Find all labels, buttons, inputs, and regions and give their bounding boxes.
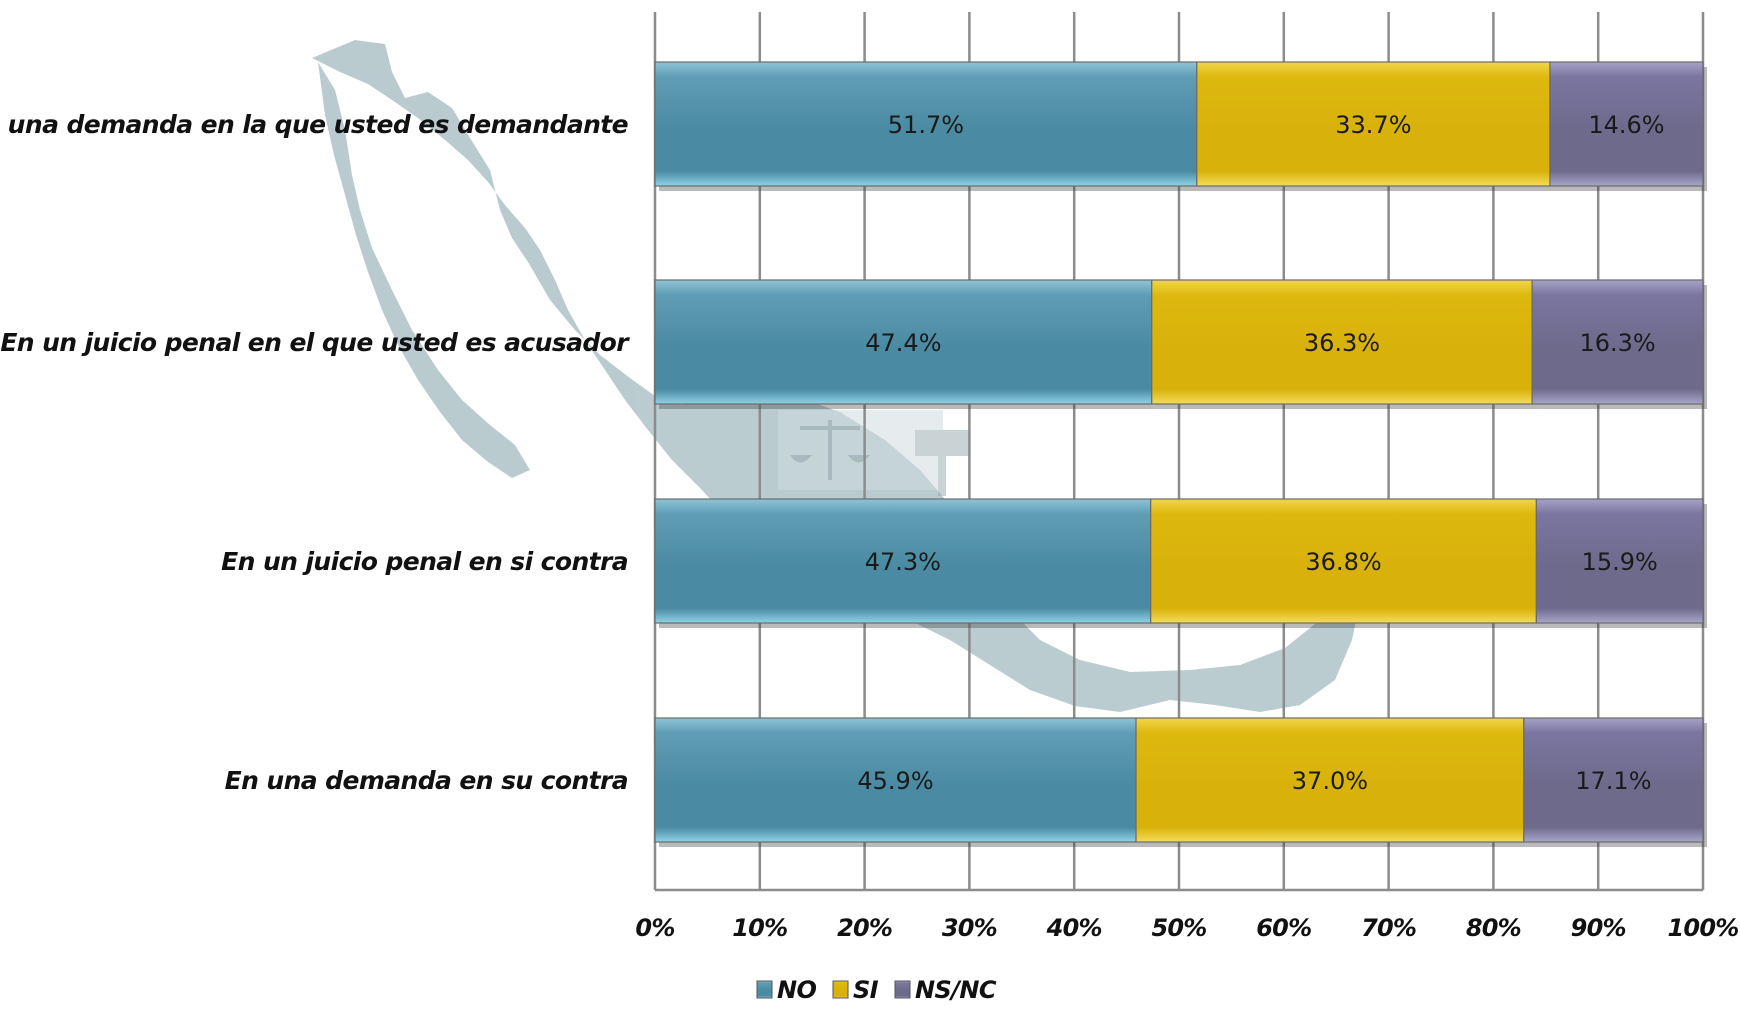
bar-si-3 bbox=[1135, 717, 1525, 843]
x-tick-label: 80% bbox=[1466, 914, 1521, 942]
bar-no-0 bbox=[654, 61, 1198, 187]
category-label: En una demanda en su contra bbox=[225, 766, 628, 795]
value-label: 14.6% bbox=[1588, 111, 1664, 139]
x-tick-label: 100% bbox=[1668, 914, 1739, 942]
legend-label: NS/NC bbox=[915, 976, 997, 1004]
legend-swatch-si bbox=[832, 980, 849, 999]
value-label: 47.4% bbox=[865, 329, 941, 357]
category-labels: En una demanda en la que usted es demand… bbox=[0, 110, 631, 795]
bar-nsnc-0 bbox=[1549, 61, 1704, 187]
bar-si-1 bbox=[1151, 279, 1533, 405]
x-tick-label: 0% bbox=[635, 914, 674, 942]
category-label: En un juicio penal en si contra bbox=[221, 547, 628, 576]
legend-swatch-nsnc bbox=[894, 980, 911, 999]
value-label: 17.1% bbox=[1575, 767, 1651, 795]
value-label: 45.9% bbox=[857, 767, 933, 795]
bar-si-0 bbox=[1196, 61, 1551, 187]
value-label: 37.0% bbox=[1292, 767, 1368, 795]
legend-label: NO bbox=[777, 976, 816, 1004]
x-tick-label: 40% bbox=[1046, 914, 1102, 942]
bar-no-2 bbox=[654, 498, 1152, 624]
x-tick-label: 90% bbox=[1571, 914, 1626, 942]
value-label: 36.8% bbox=[1305, 548, 1381, 576]
x-tick-label: 50% bbox=[1151, 914, 1206, 942]
x-tick-label: 30% bbox=[942, 914, 997, 942]
value-label: 47.3% bbox=[865, 548, 941, 576]
bars: 51.7% 33.7% 14.6% 47.4% 36.3% 16.3% 47.3% 36.8%… bbox=[654, 61, 1707, 847]
value-label: 15.9% bbox=[1582, 548, 1658, 576]
bar-no-1 bbox=[654, 279, 1153, 405]
x-tick-label: 60% bbox=[1256, 914, 1311, 942]
legend-swatch-no bbox=[756, 980, 773, 999]
value-label: 36.3% bbox=[1304, 329, 1380, 357]
legend: NO SI NS/NC bbox=[756, 976, 997, 1004]
x-tick-label: 20% bbox=[837, 914, 892, 942]
x-tick-label: 70% bbox=[1361, 914, 1416, 942]
category-label: En una demanda en la que usted es demand… bbox=[0, 110, 628, 139]
justice-scales-icon bbox=[778, 410, 970, 496]
value-label: 33.7% bbox=[1335, 111, 1411, 139]
bar-si-2 bbox=[1150, 498, 1537, 624]
bar-nsnc-1 bbox=[1531, 279, 1704, 405]
value-label: 16.3% bbox=[1579, 329, 1655, 357]
x-tick-label: 10% bbox=[732, 914, 787, 942]
value-label: 51.7% bbox=[888, 111, 964, 139]
legend-label: SI bbox=[853, 976, 879, 1004]
x-axis-ticks: 0% 10% 20% 30% 40% 50% 60% 70% 80% 90% 100% bbox=[635, 914, 1739, 942]
bar-nsnc-2 bbox=[1535, 498, 1704, 624]
bar-nsnc-3 bbox=[1523, 717, 1704, 843]
category-label: En un juicio penal en el que usted es ac… bbox=[0, 328, 630, 357]
